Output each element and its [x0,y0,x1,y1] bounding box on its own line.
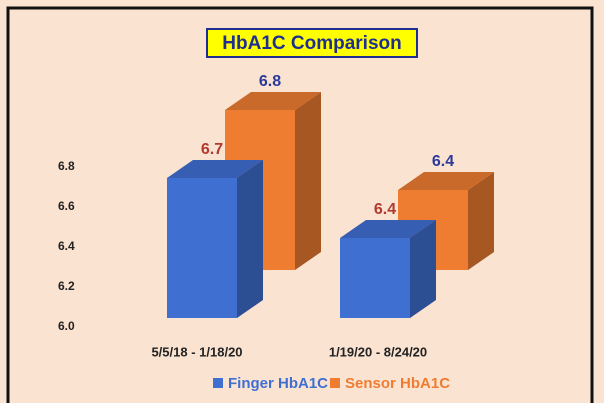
x-tick-label: 5/5/18 - 1/18/20 [151,344,242,359]
bar-side [295,92,321,270]
data-label: 6.7 [201,141,223,158]
data-label: 6.8 [259,73,281,90]
y-tick-label: 6.8 [58,159,75,173]
y-tick-label: 6.2 [58,279,75,293]
legend-label: Finger HbA1C [228,375,328,392]
bar-top [398,172,494,190]
y-tick-label: 6.0 [58,319,75,333]
data-label: 6.4 [432,153,454,170]
title-box [206,28,418,58]
chart-title: HbA1C Comparison [222,33,401,54]
frame [6,6,594,403]
y-tick-label: 6.4 [58,239,75,253]
bar-side [468,172,494,270]
bar-side [410,220,436,318]
legend-swatch [213,378,223,388]
bar-top [167,160,263,178]
x-tick-label: 1/19/20 - 8/24/20 [329,344,427,359]
legend-swatch [330,378,340,388]
bar-top [225,92,321,110]
bar [167,178,237,318]
bar [340,238,410,318]
legend-label: Sensor HbA1C [345,375,450,392]
data-label: 6.4 [374,201,396,218]
bar-top [340,220,436,238]
bar-side [237,160,263,318]
y-tick-label: 6.6 [58,199,75,213]
